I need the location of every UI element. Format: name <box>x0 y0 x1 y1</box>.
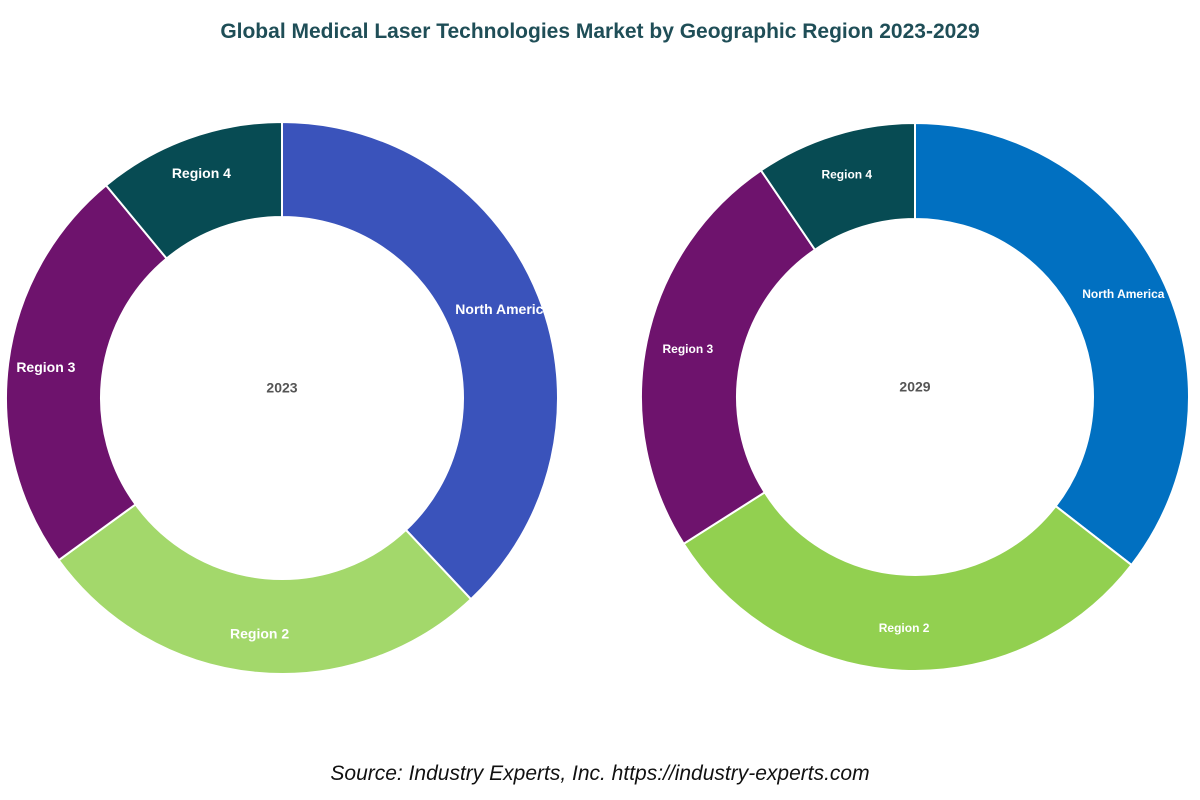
slice-label-region-2-2023: Region 2 <box>230 626 289 642</box>
slice-region-2-2023 <box>57 502 473 675</box>
donut-chart-2029: North America Region 2 Region 3 Region 4 202… <box>640 121 1190 672</box>
slice-label-region-2-2029: Region 2 <box>879 621 930 635</box>
slice-label-north-america-2023: North America <box>455 301 551 317</box>
slice-region-4-2023 <box>104 120 283 260</box>
source-note: Source: Industry Experts, Inc. https://i… <box>330 762 870 785</box>
slice-region-4-2029 <box>759 121 916 252</box>
slice-region-2-2029 <box>682 490 1133 672</box>
donut-chart-2023: North America Region 2 Region 3 Region 4 202… <box>5 120 559 675</box>
slice-region-3-2023 <box>5 183 169 562</box>
chart-title: Global Medical Laser Technologies Market… <box>220 20 980 43</box>
slice-region-3-2029 <box>640 168 817 546</box>
center-label-2029: 2029 <box>899 379 930 395</box>
slice-label-region-3-2023: Region 3 <box>16 359 75 375</box>
slice-north-america-2023 <box>281 120 559 601</box>
slice-label-region-4-2023: Region 4 <box>172 165 231 181</box>
slice-label-region-3-2029: Region 3 <box>662 342 713 356</box>
slice-label-region-4-2029: Region 4 <box>821 167 872 181</box>
center-label-2023: 2023 <box>266 380 297 396</box>
slice-north-america-2029 <box>914 121 1190 567</box>
slice-label-north-america-2029: North America <box>1082 287 1165 301</box>
